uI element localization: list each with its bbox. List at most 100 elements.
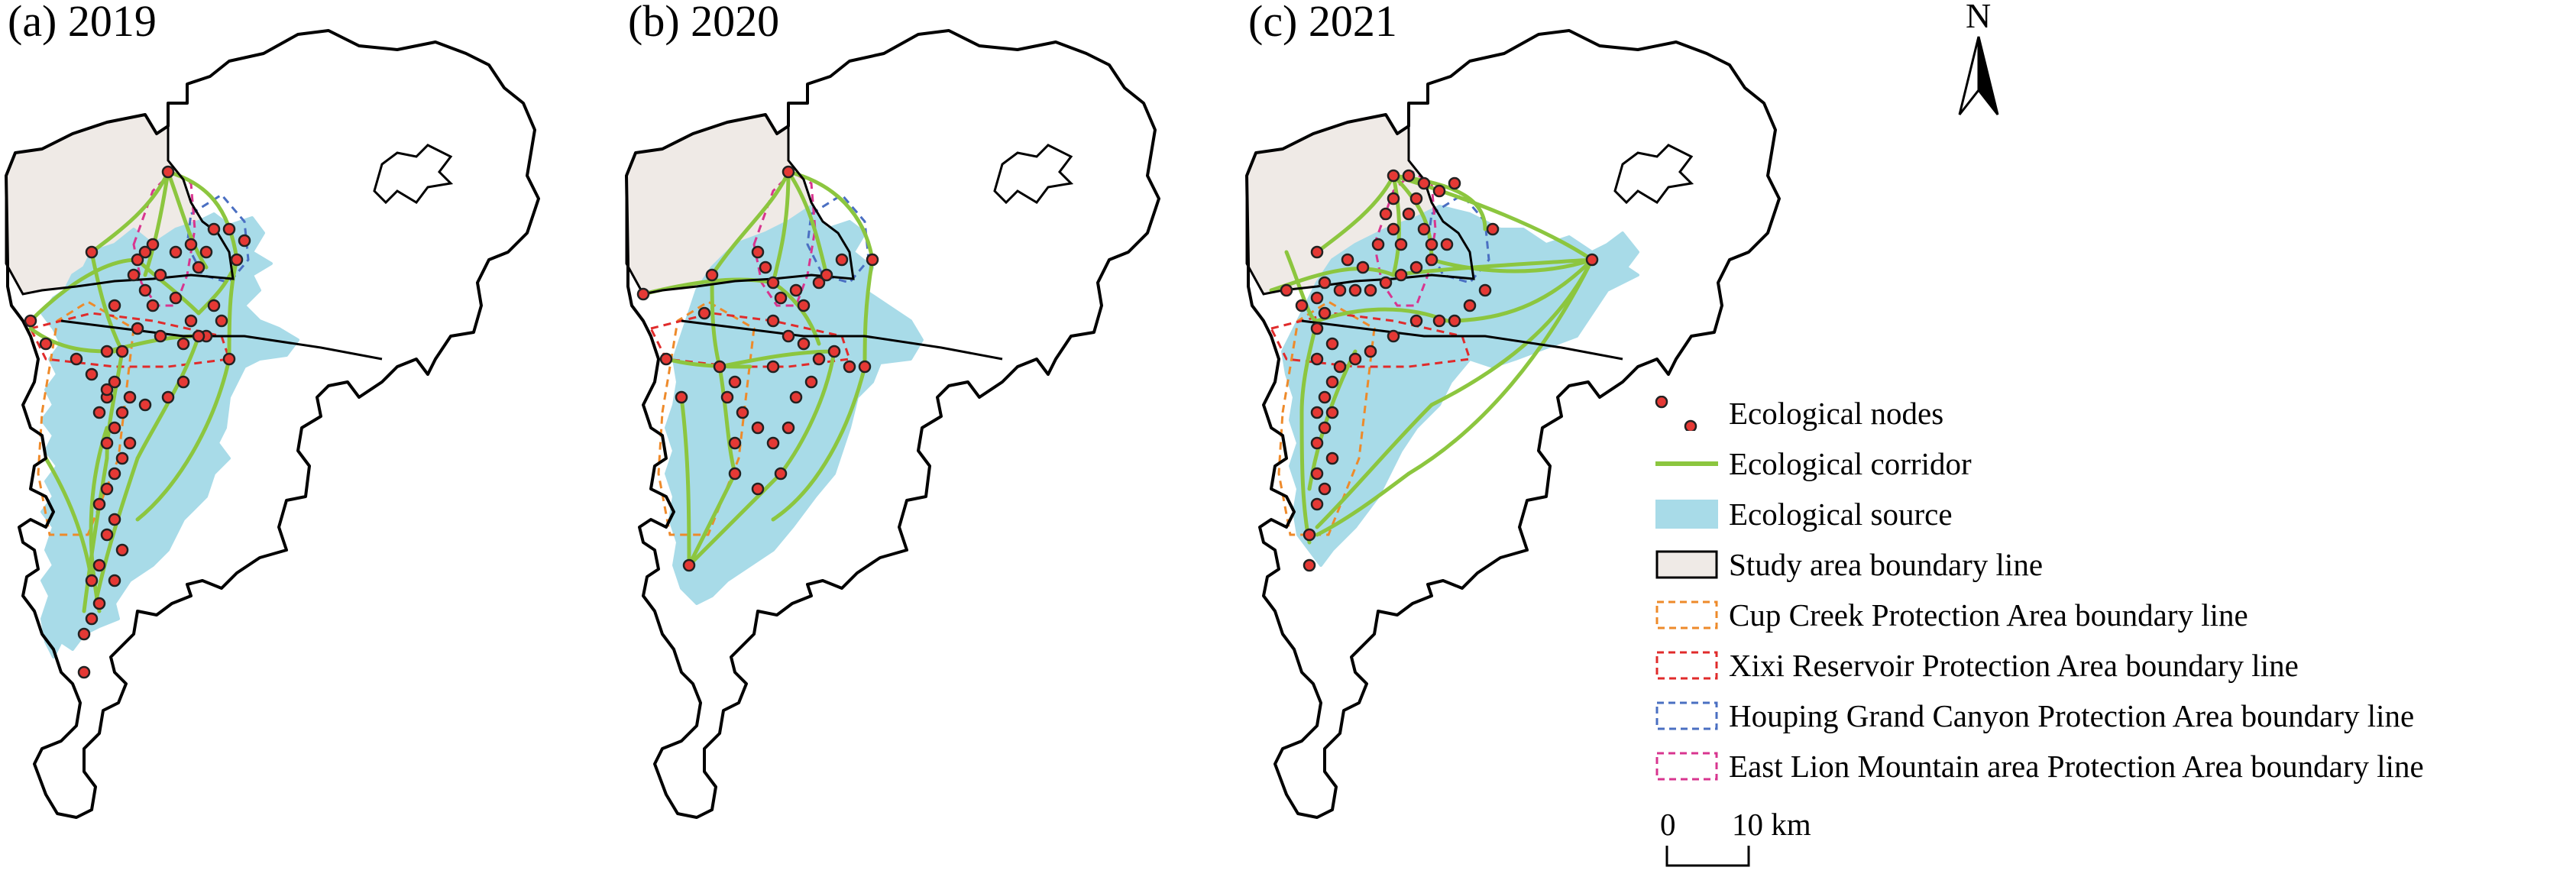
ecological-node (230, 253, 244, 267)
lake-outline (993, 144, 1074, 205)
legend-label: Ecological corridor (1729, 446, 1972, 481)
ecological-node (1303, 558, 1316, 572)
ecological-node (1448, 314, 1461, 328)
study-area-boundary (625, 113, 855, 296)
ecological-node (1333, 360, 1347, 374)
ecological-corridor (862, 257, 875, 369)
legend-item-xixi-reservoir: Xixi Reservoir Protection Area boundary … (1654, 642, 2571, 689)
scale-bar-line (1665, 846, 1750, 867)
ecological-node (1402, 169, 1416, 183)
ecological-node (85, 245, 99, 259)
ecological-node (1310, 436, 1324, 450)
ecological-node (1325, 451, 1339, 465)
ecological-node (797, 337, 811, 351)
scale-bar-start-label: 0 (1660, 807, 1676, 842)
region-outline (1245, 29, 1781, 819)
ecological-node (1486, 222, 1500, 236)
legend-label: Houping Grand Canyon Protection Area bou… (1729, 698, 2415, 733)
source-fill-icon (1655, 500, 1718, 529)
ecological-corridor (44, 456, 94, 583)
ecological-corridor (717, 349, 837, 369)
ecological-corridor (786, 170, 875, 262)
ecological-node (39, 337, 53, 351)
map-layers-2021 (1245, 29, 1781, 819)
north-arrow: N (1952, 0, 2005, 122)
ecological-corridor (710, 170, 791, 277)
ecological-node (1585, 253, 1599, 267)
ecological-node (789, 390, 803, 404)
legend-label: East Lion Mountain area Protection Area … (1729, 749, 2424, 784)
ecological-node (675, 390, 688, 404)
ecological-corridor (717, 364, 737, 476)
ecological-node (127, 268, 141, 282)
ecological-node (1425, 253, 1438, 267)
map-panel-2021: (c) 2021 (1241, 0, 1867, 877)
ecological-node (1318, 421, 1332, 435)
ecological-node (85, 612, 99, 626)
ecological-node (820, 268, 833, 282)
ecological-node (1348, 352, 1362, 366)
study-area-boundary (5, 113, 235, 296)
ecological-node (77, 665, 91, 679)
north-label: N (1966, 0, 1992, 35)
ecological-node (766, 276, 780, 290)
ecological-corridor (1315, 403, 1434, 529)
ecological-node (1341, 253, 1354, 267)
map-2021 (1245, 29, 1781, 819)
study-area-box-icon (1655, 550, 1718, 579)
dashed-box-icon (1655, 752, 1718, 781)
ecological-node (1417, 222, 1431, 236)
ecological-node (1387, 169, 1400, 183)
ecological-corridor (778, 349, 837, 476)
legend-label: Study area boundary line (1729, 547, 2044, 582)
ecological-node (1409, 192, 1423, 205)
ecological-node (1394, 238, 1408, 251)
legend-item-ecological-corridor: Ecological corridor (1654, 440, 2571, 487)
ecological-corridor (664, 357, 752, 369)
ecological-node (1325, 406, 1339, 419)
ecological-node (751, 245, 765, 259)
ecological-node (1432, 314, 1446, 328)
ecological-node (1379, 276, 1393, 290)
scale-bar: 0 10 km (1654, 806, 1883, 875)
ecological-node (1402, 207, 1416, 221)
study-area-boundary (1245, 113, 1475, 296)
ecological-node (1333, 283, 1347, 297)
ecological-corridor (82, 456, 109, 613)
ecological-node (70, 352, 83, 366)
ecological-corridor (771, 170, 791, 285)
ecological-node (789, 283, 803, 297)
ecological-node (138, 283, 152, 297)
ecological-node (728, 436, 742, 450)
ecological-node (161, 165, 175, 179)
ecological-node (222, 222, 236, 236)
ecological-node (1409, 314, 1423, 328)
legend: Ecological nodes Ecological corridor Eco… (1654, 390, 2571, 871)
ecological-node (751, 482, 765, 496)
legend-label: Cup Creek Protection Area boundary line (1729, 597, 2248, 633)
ecological-node (184, 238, 198, 251)
ecological-node (176, 375, 190, 389)
ecological-node (782, 421, 795, 435)
ecological-corridor (135, 257, 201, 316)
dashed-box-icon (1655, 651, 1718, 680)
ecological-node (766, 360, 780, 374)
ecological-node (176, 337, 190, 351)
ecological-node (659, 352, 673, 366)
ecological-node (728, 467, 742, 481)
dashed-box-icon (1655, 600, 1718, 629)
ecological-corridor (93, 456, 140, 606)
ecological-node (636, 287, 650, 301)
ecological-node (1318, 390, 1332, 404)
map-2020 (625, 29, 1160, 819)
ecological-node (169, 245, 183, 259)
ecological-node (1310, 406, 1324, 419)
legend-label: Ecological nodes (1729, 396, 1944, 431)
ecological-node (192, 261, 205, 274)
map-2019 (5, 29, 540, 819)
ecological-node (766, 436, 780, 450)
ecological-node (1318, 276, 1332, 290)
ecological-corridor (679, 395, 691, 568)
ecological-node (115, 451, 129, 465)
ecological-node (154, 268, 167, 282)
